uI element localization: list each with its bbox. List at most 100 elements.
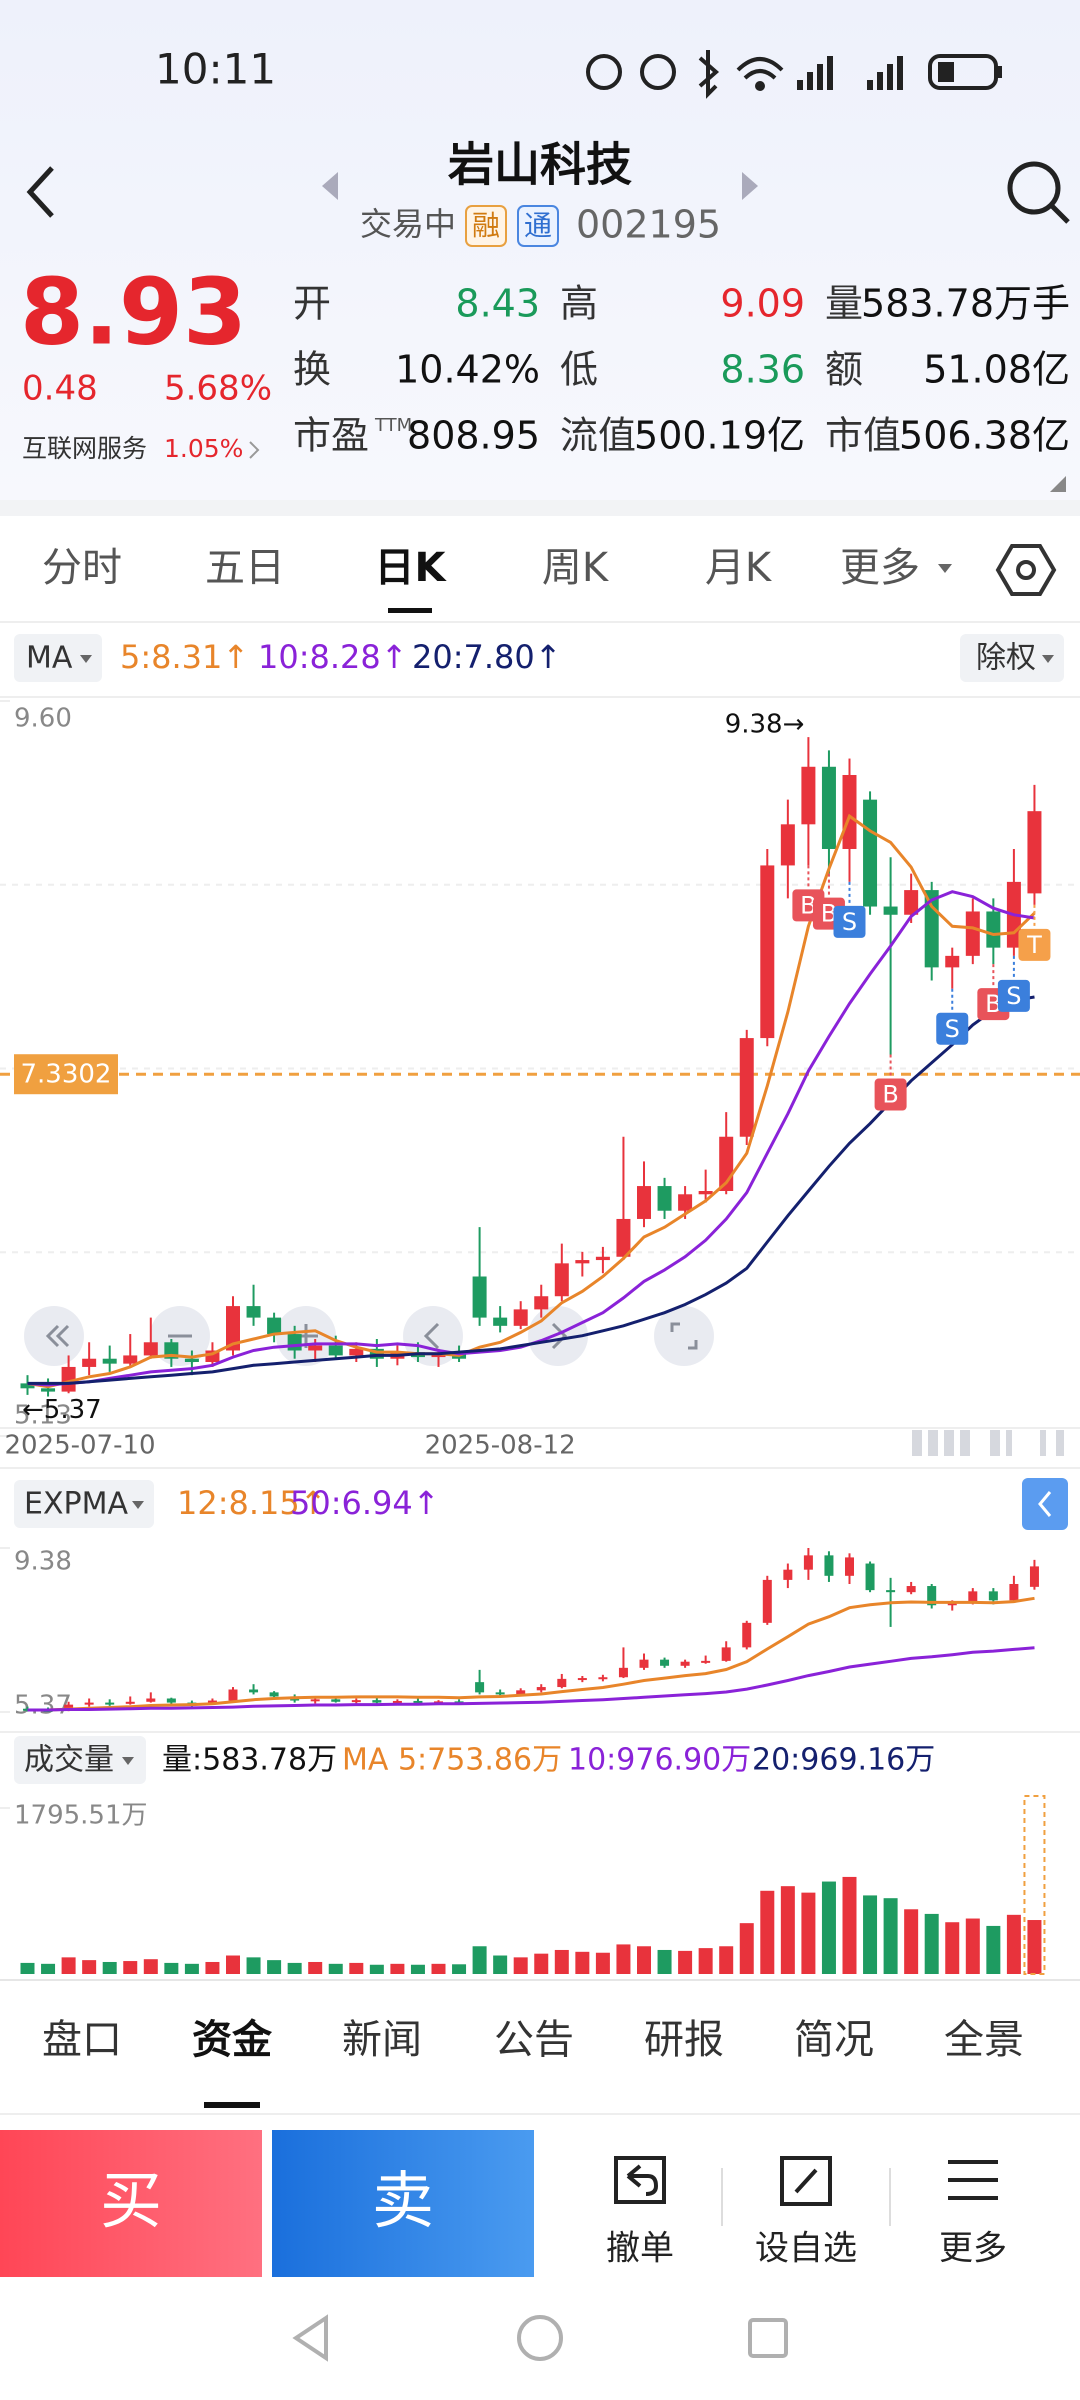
candle-body	[328, 1345, 343, 1356]
period-tab[interactable]: 周K	[542, 545, 610, 591]
ref-label: 7.3302	[21, 1060, 112, 1090]
period-tab[interactable]: 五日	[205, 545, 285, 591]
volume-bar	[205, 1961, 220, 1974]
info-tab[interactable]: 研报	[644, 2017, 724, 2063]
sector: 互联网服务	[22, 434, 147, 463]
volume-bar	[678, 1950, 693, 1974]
date-scrollbar	[912, 1430, 1064, 1456]
candle-body	[331, 1699, 341, 1702]
volume-bar	[452, 1964, 467, 1974]
sell-button[interactable]	[272, 2130, 534, 2277]
period-tab[interactable]: 分时	[42, 545, 122, 591]
period-tab[interactable]: 月K	[705, 545, 773, 591]
candle-body	[61, 1366, 76, 1392]
candle-body	[472, 1276, 487, 1318]
info-tab[interactable]: 盘口	[42, 2017, 122, 2063]
adjust-label[interactable]: 除权	[976, 641, 1036, 676]
volume-bar	[513, 1957, 528, 1974]
volume-bar	[82, 1960, 97, 1974]
field-label: 市盈	[293, 414, 369, 458]
tool-icons	[614, 2156, 998, 2226]
back-button[interactable]	[26, 166, 54, 218]
panel-toggle[interactable]	[1022, 1478, 1068, 1530]
indicator-name[interactable]: 成交量	[24, 1743, 114, 1778]
volume-bar	[164, 1962, 179, 1974]
field-label: 市值	[825, 414, 901, 458]
period-tab[interactable]: 更多	[840, 545, 920, 591]
candle-body	[249, 1689, 259, 1693]
candle-body	[680, 1661, 690, 1666]
candle-body	[392, 1700, 402, 1703]
ma-legend: 20:7.80↑	[412, 638, 562, 676]
info-tab[interactable]: 新闻	[342, 2017, 422, 2063]
prev-stock[interactable]	[322, 172, 338, 200]
volume-bar	[328, 1963, 343, 1974]
volume-bar	[575, 1951, 590, 1974]
candle-body	[639, 1659, 649, 1668]
buy-button[interactable]	[0, 2130, 262, 2277]
volume-legend: MA 5:753.86万	[342, 1743, 562, 1778]
info-tab[interactable]: 公告	[494, 2017, 574, 2063]
volume-bar	[780, 1886, 795, 1974]
field-label: 额	[825, 348, 863, 392]
tool-label[interactable]: 设自选	[755, 2229, 857, 2269]
volume-bar	[102, 1961, 117, 1974]
candle-body	[554, 1263, 569, 1297]
volume-bar	[595, 1952, 610, 1974]
candle-body	[349, 1348, 364, 1356]
info-tab[interactable]: 资金	[192, 2017, 273, 2063]
sell-label[interactable]: 卖	[372, 2164, 434, 2237]
candle-body	[945, 955, 960, 968]
status-icons	[586, 50, 1002, 99]
candle-body	[246, 1306, 261, 1318]
candle-body	[413, 1700, 423, 1703]
tag-box	[517, 205, 559, 247]
info-tab[interactable]: 简况	[794, 2017, 874, 2063]
volume-bar	[739, 1923, 754, 1974]
high-label: 9.38→	[725, 710, 805, 740]
volume-bar	[821, 1881, 836, 1974]
info-tab[interactable]: 全景	[944, 2017, 1024, 2063]
volume-bar	[493, 1955, 508, 1974]
volume-bar	[554, 1949, 569, 1974]
signal-label: T	[1026, 931, 1042, 959]
expand-corner	[1050, 476, 1066, 492]
x-tick-label: 2025-08-12	[425, 1431, 576, 1461]
volume-bar	[390, 1963, 405, 1974]
candle-body	[20, 1383, 35, 1389]
stock-code: 002195	[576, 203, 721, 247]
expma-legend: 12:8.15↑	[177, 1484, 327, 1522]
period-tab[interactable]: 日K	[375, 545, 448, 591]
volume-bar	[965, 1918, 980, 1974]
dropdown-arrow	[1042, 655, 1054, 663]
candle-body	[102, 1358, 117, 1364]
nav-bar[interactable]	[292, 2314, 788, 2362]
buy-label[interactable]: 买	[100, 2164, 162, 2237]
indicator-name[interactable]: EXPMA	[24, 1487, 128, 1522]
sector-pct: 1.05%	[164, 434, 243, 463]
candle-body	[678, 1194, 693, 1211]
indicator-select	[14, 634, 102, 682]
volume-bar	[308, 1961, 323, 1974]
candle-body	[226, 1306, 240, 1351]
next-stock[interactable]	[742, 172, 758, 200]
search-button[interactable]	[1007, 161, 1070, 224]
candle-body	[369, 1348, 384, 1359]
candle-body	[863, 799, 878, 907]
candle-body	[125, 1701, 135, 1704]
volume-bar	[719, 1946, 734, 1974]
candle-body	[637, 1186, 651, 1219]
indicator-select	[14, 1480, 154, 1528]
candle-body	[41, 1388, 56, 1392]
selection-box	[1023, 1795, 1046, 1975]
tool-label[interactable]: 撤单	[606, 2229, 674, 2269]
candle-body	[906, 1586, 916, 1593]
field-value: 8.36	[720, 348, 805, 392]
trade-status: 交易中	[360, 205, 456, 243]
settings-icon[interactable]	[995, 544, 1057, 596]
volume-bar	[349, 1962, 364, 1974]
tool-label[interactable]: 更多	[939, 2229, 1007, 2269]
indicator-name[interactable]: MA	[26, 641, 73, 676]
